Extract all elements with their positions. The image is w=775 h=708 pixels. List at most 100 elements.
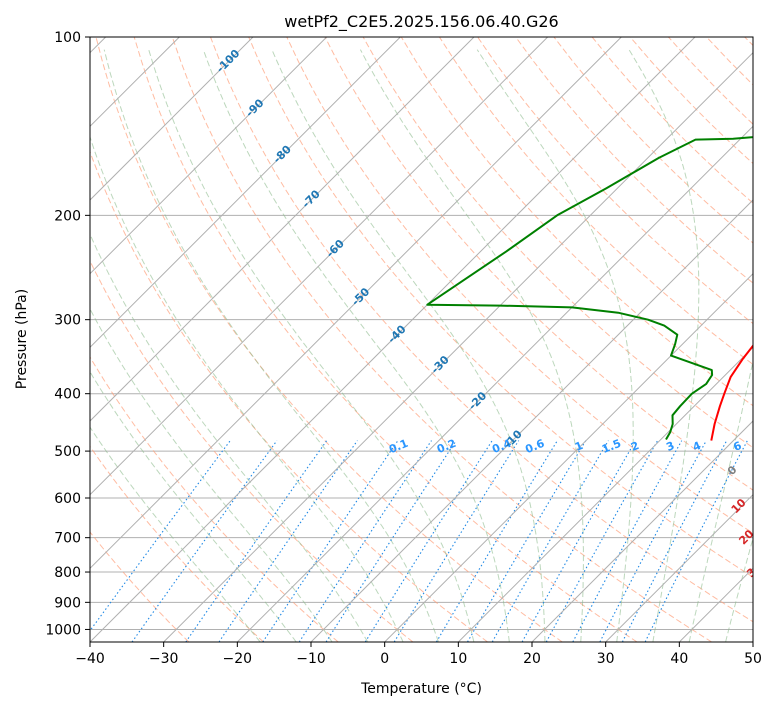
- x-tick-label: 50: [744, 651, 762, 667]
- moist-adiabats: [90, 49, 753, 642]
- dry-adiabat-line: [90, 259, 414, 642]
- x-tick-label: 10: [449, 651, 467, 667]
- y-tick-label: 200: [54, 208, 81, 224]
- isotherm-line: [457, 346, 753, 642]
- dry-adiabat-line: [515, 37, 753, 284]
- y-tick-label: 400: [54, 387, 81, 403]
- isotherm-line: [310, 199, 753, 642]
- dry-adiabat-line: [553, 37, 753, 244]
- dry-adiabat-line: [668, 37, 753, 125]
- isotherm-line: [90, 37, 696, 642]
- dry-adiabat-line: [248, 37, 753, 578]
- isotherm-line: [752, 641, 753, 642]
- mixing-ratio-line: [435, 440, 558, 642]
- mixing-ratio-label: 3: [664, 439, 676, 454]
- isotherm-line: [163, 51, 753, 642]
- moist-adiabat-line: [90, 370, 297, 642]
- y-tick-label: 900: [54, 595, 81, 611]
- mixing-ratio-line: [621, 440, 728, 642]
- x-tick-label: −10: [296, 651, 326, 667]
- y-tick-label: 600: [54, 491, 81, 507]
- x-tick-label: 30: [597, 651, 615, 667]
- moist-adiabat-line: [628, 49, 700, 642]
- moist-adiabat-line: [688, 358, 753, 642]
- x-tick-label: 20: [523, 651, 541, 667]
- axes: −40 −30 −20 −10 0 10 20 30 40 5010020030040050060…: [45, 30, 762, 667]
- y-tick-label: 100: [54, 30, 81, 46]
- mixing-ratio-label: 1.5: [600, 437, 623, 456]
- dry-adiabat-line: [90, 531, 190, 642]
- dry-adiabat-line: [400, 37, 753, 407]
- mixing-ratio-label: 0.6: [523, 437, 546, 456]
- isotherm-line: [236, 125, 753, 642]
- moist-adiabat-line: [90, 135, 404, 642]
- mixing-ratio-line: [393, 440, 520, 642]
- dry-adiabat-line: [90, 356, 339, 642]
- dry-adiabat-label: 10: [729, 496, 749, 516]
- y-tick-label: 700: [54, 531, 81, 547]
- x-tick-label: −30: [149, 651, 179, 667]
- x-tick-label: 0: [380, 651, 389, 667]
- mixing-ratio-line: [521, 440, 637, 642]
- sounding-profiles: [426, 136, 753, 441]
- dry-adiabat-line: [95, 37, 563, 642]
- isotherm-line: [605, 493, 753, 642]
- plot-frame: [89, 36, 754, 643]
- x-tick-label: −20: [223, 651, 253, 667]
- mixing-ratio-label: 8: [759, 439, 771, 454]
- mixing-ratio-line: [131, 440, 278, 642]
- mixing-ratio-line: [491, 440, 609, 642]
- dry-adiabat-line: [90, 445, 264, 642]
- moist-adiabat-line: [90, 308, 333, 642]
- x-tick-label: −40: [75, 651, 105, 667]
- x-tick-label: 40: [670, 651, 688, 667]
- mixing-ratio-line: [262, 440, 399, 642]
- dewpoint-profile-line: [426, 136, 753, 441]
- y-tick-label: 500: [54, 444, 81, 460]
- isotherm-line: [531, 420, 753, 642]
- chart-title: wetPf2_C2E5.2025.156.06.40.G26: [284, 12, 558, 32]
- mixing-ratio-lines: [90, 440, 748, 642]
- dry-adiabat-line: [438, 37, 753, 366]
- isotherm-line: [90, 37, 401, 349]
- moist-adiabat-line: [103, 49, 439, 642]
- pressure-gridlines: [90, 36, 753, 630]
- y-axis-label: Pressure (hPa): [14, 289, 30, 389]
- moist-adiabat-line: [271, 49, 546, 642]
- mixing-ratio-line: [545, 440, 659, 642]
- mixing-ratio-label: 6: [731, 439, 743, 454]
- mixing-ratio-line: [572, 440, 683, 642]
- moist-adiabat-line: [148, 49, 475, 642]
- dry-adiabat-line: [591, 37, 753, 204]
- mixing-ratio-label: 0.2: [435, 437, 458, 456]
- dry-adiabat-label: 40: [765, 587, 775, 607]
- mixing-ratio-line: [467, 440, 587, 642]
- y-tick-label: 1000: [45, 622, 81, 638]
- mixing-ratio-label: 4: [691, 439, 703, 454]
- dry-adiabat-line: [210, 37, 753, 623]
- dry-adiabat-label: 20: [736, 527, 756, 547]
- dry-adiabat-line: [477, 37, 753, 325]
- dry-adiabat-label: 30: [744, 560, 764, 580]
- mixing-ratio-label: 0.1: [387, 437, 410, 456]
- x-axis-label: Temperature (°C): [360, 681, 482, 697]
- moist-adiabat-line: [90, 426, 261, 642]
- dry-adiabat-line: [133, 37, 638, 642]
- dry-adiabat-line: [706, 37, 753, 86]
- mixing-ratio-line: [218, 440, 358, 642]
- isotherm-line: [90, 37, 549, 496]
- isotherm-line: [90, 37, 475, 422]
- moist-adiabat-line: [202, 49, 510, 642]
- mixing-ratio-line: [644, 440, 748, 642]
- mixing-ratio-line: [325, 440, 457, 642]
- mixing-ratio-line: [298, 440, 432, 642]
- mixing-ratio-line: [90, 440, 231, 632]
- isotherm-line: [384, 272, 753, 642]
- isotherm-line: [90, 37, 328, 275]
- moist-adiabat-line: [90, 232, 369, 642]
- isotherm-line: [90, 37, 254, 201]
- isotherm-line: [90, 37, 622, 570]
- mixing-ratio-line: [364, 440, 493, 642]
- plot-area: 0.10.20.40.611.52346810131620253036-100-…: [90, 37, 775, 642]
